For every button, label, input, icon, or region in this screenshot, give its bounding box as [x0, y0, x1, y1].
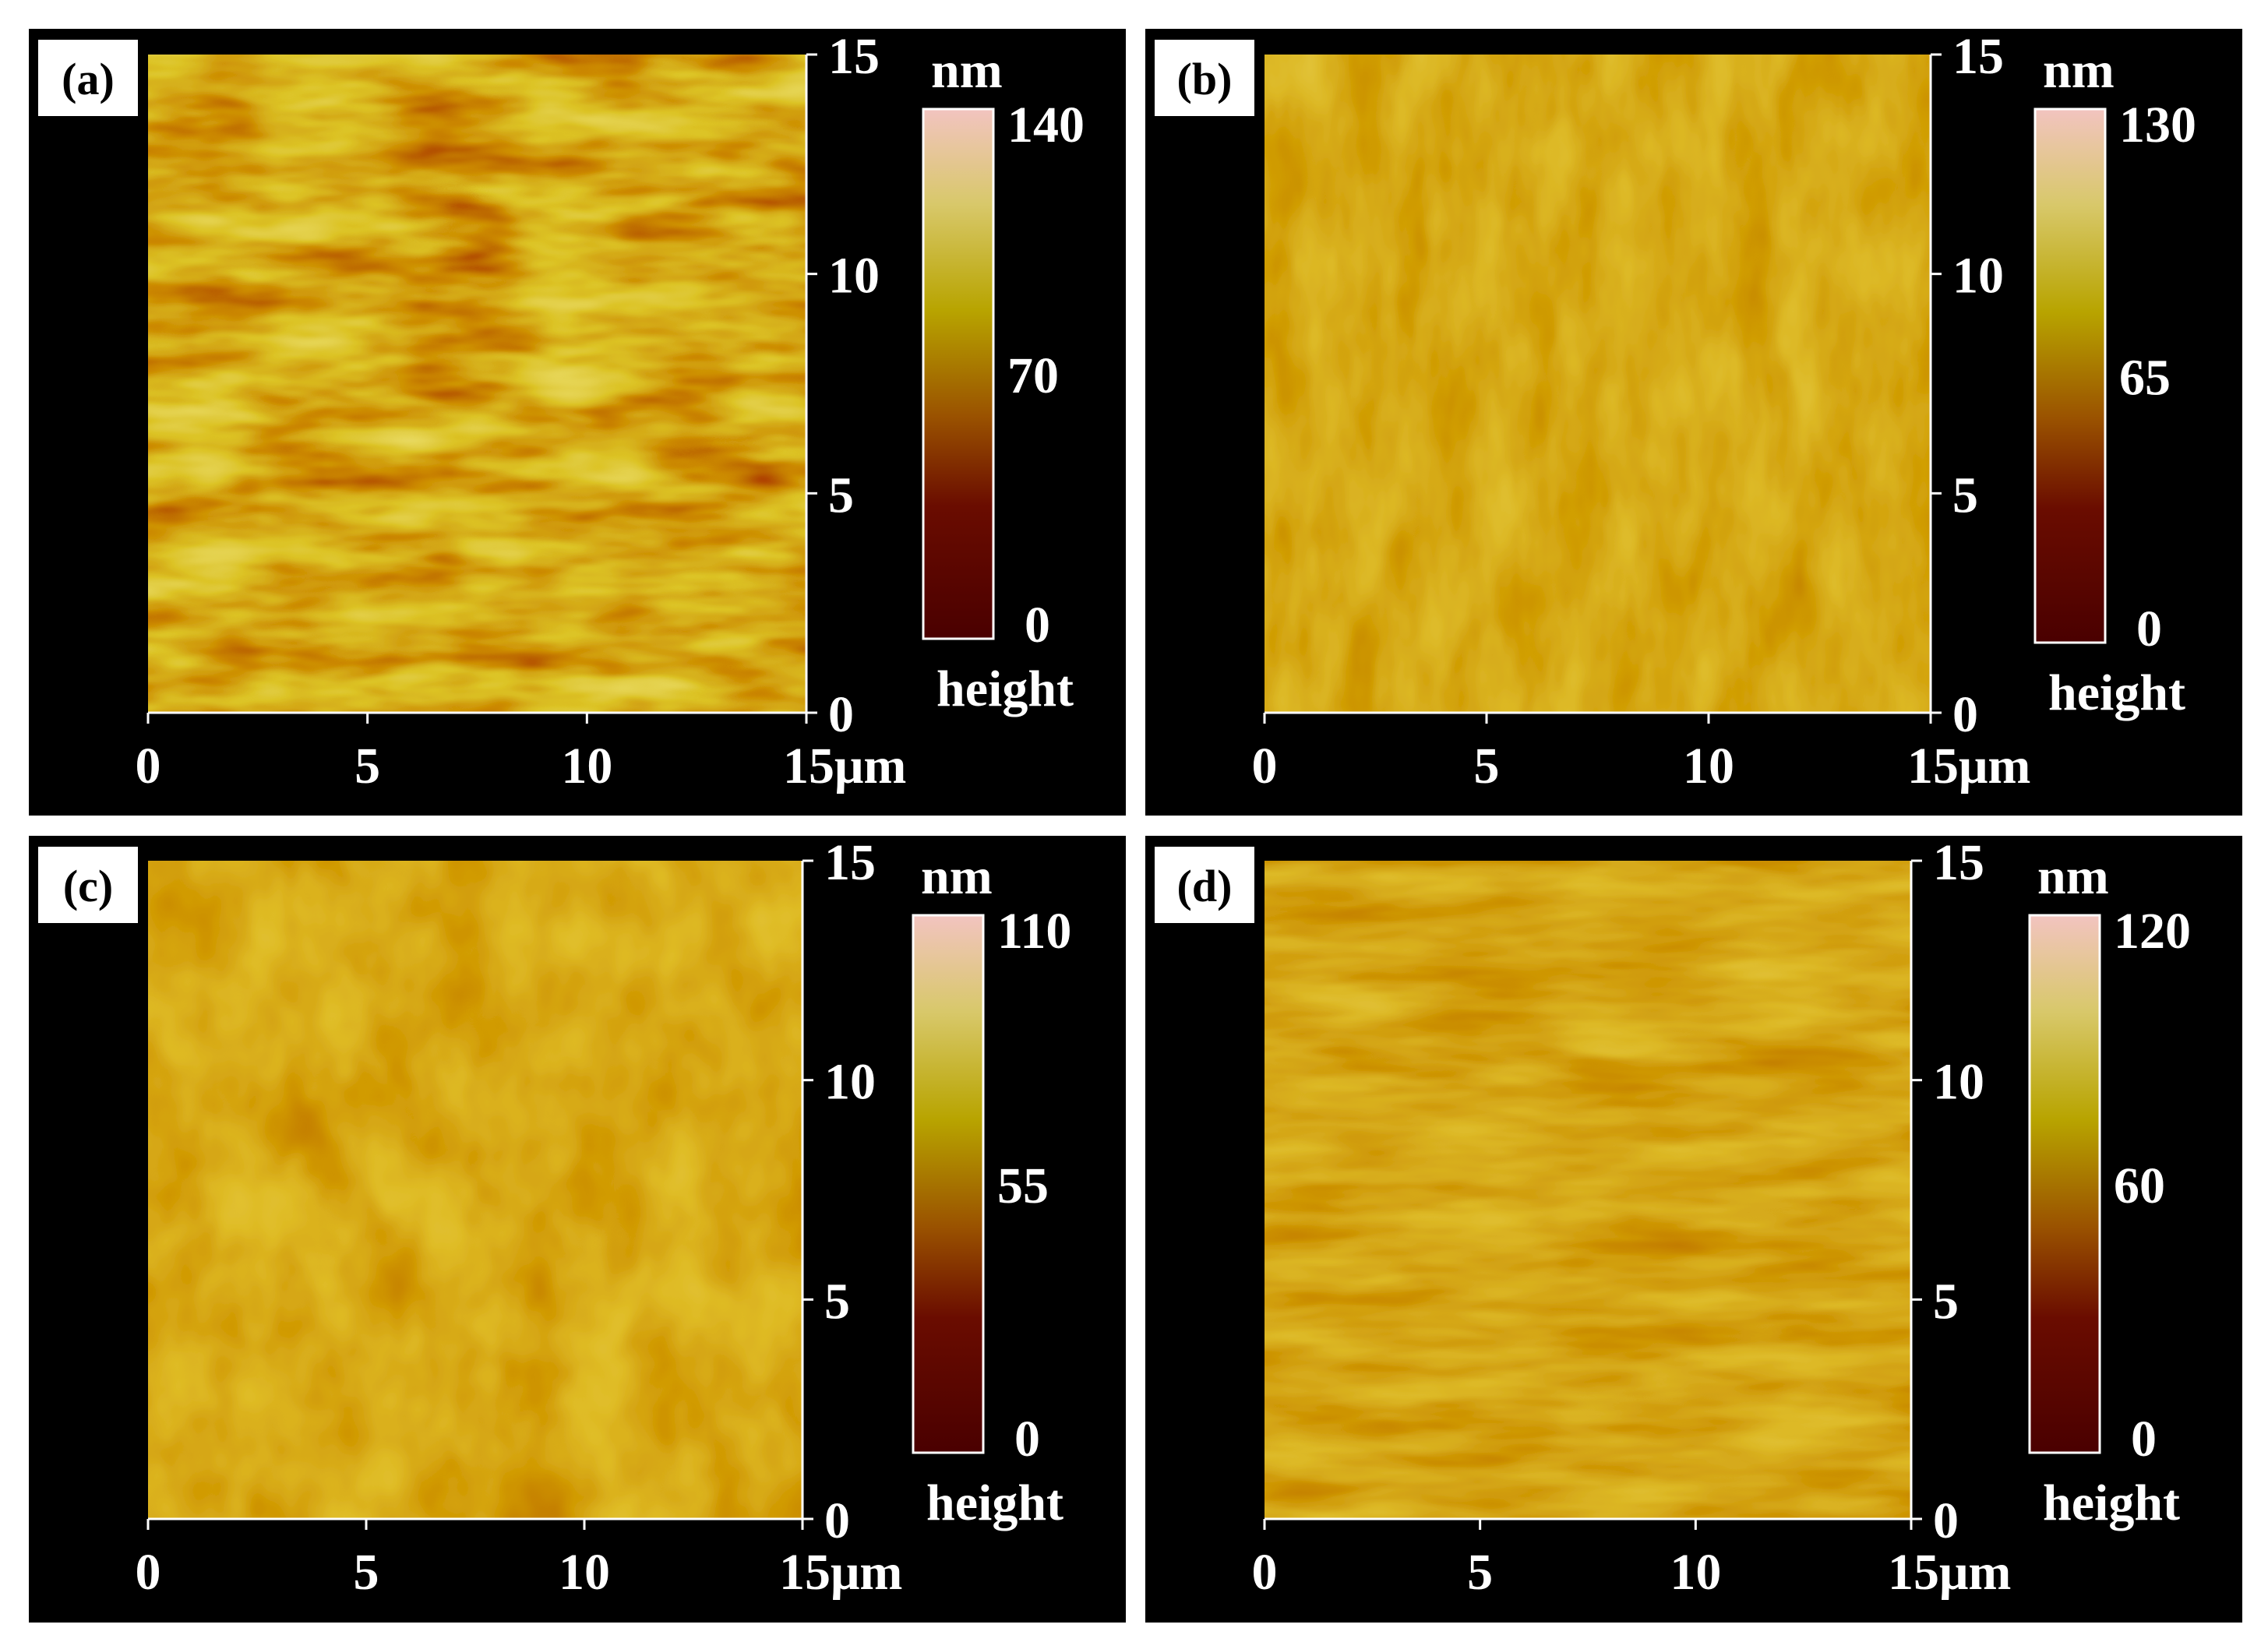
y-tick-label: 15	[1933, 834, 1984, 891]
y-tick-label: 10	[828, 248, 880, 305]
x-tick-label: 10	[561, 738, 612, 795]
colorbar-max: 140	[1007, 97, 1085, 153]
x-tick-label: 5	[1467, 1544, 1493, 1601]
y-tick-label: 0	[824, 1492, 850, 1549]
panel-label-text: (d)	[1177, 861, 1233, 911]
y-axis: 15 10 5 0	[801, 834, 876, 1549]
y-tick-label: 5	[1933, 1273, 1959, 1330]
colorbar-caption: height	[2043, 1475, 2180, 1531]
panel-label: (b)	[1155, 40, 1254, 116]
colorbar-min: 0	[2131, 1411, 2157, 1468]
colorbar-gradient	[2028, 914, 2101, 1454]
colorbar-unit: nm	[921, 848, 993, 905]
x-tick-label: 10	[559, 1544, 610, 1601]
colorbar-unit: nm	[2043, 42, 2115, 99]
y-tick-label: 10	[1933, 1054, 1984, 1111]
colorbar-mid: 70	[1007, 347, 1059, 404]
panel-label-text: (b)	[1177, 54, 1233, 104]
afm-height-image	[1265, 861, 1911, 1519]
colorbar-gradient	[2033, 107, 2107, 644]
panel-label: (a)	[38, 40, 138, 116]
x-tick-label: 15μm	[779, 1544, 902, 1601]
panel-label-text: (a)	[62, 54, 115, 104]
x-tick-label: 0	[1252, 1544, 1278, 1601]
x-tick-label: 15μm	[783, 738, 906, 795]
panel-label: (c)	[38, 847, 138, 923]
y-tick-label: 0	[1952, 686, 1978, 743]
colorbar-min: 0	[2136, 601, 2162, 657]
x-tick-label: 10	[1670, 1544, 1721, 1601]
y-tick-label: 0	[1933, 1492, 1959, 1549]
x-tick-label: 0	[136, 1544, 161, 1601]
colorbar-caption: height	[2048, 664, 2185, 721]
y-tick-label: 5	[1952, 467, 1978, 523]
colorbar-caption: height	[936, 661, 1074, 717]
y-tick-label: 15	[824, 834, 876, 891]
colorbar-max: 130	[2119, 97, 2196, 153]
colorbar-unit: nm	[2037, 848, 2109, 905]
afm-height-image	[148, 861, 802, 1519]
colorbar-mid: 60	[2114, 1158, 2165, 1214]
x-tick-label: 10	[1683, 738, 1734, 795]
colorbar-unit: nm	[931, 42, 1003, 99]
y-tick-label: 0	[828, 686, 854, 743]
panel-label-text: (c)	[63, 861, 113, 911]
x-tick-label: 5	[354, 738, 380, 795]
x-axis: 0 5 10 15μm	[136, 1517, 902, 1601]
x-tick-label: 5	[1474, 738, 1500, 795]
y-axis: 15 10 5 0	[805, 28, 880, 743]
y-tick-label: 10	[824, 1054, 876, 1111]
x-tick-label: 15μm	[1907, 738, 2030, 795]
x-axis: 0 5 10 15μm	[1252, 711, 2030, 795]
x-tick-label: 5	[354, 1544, 379, 1601]
colorbar-caption: height	[926, 1475, 1063, 1531]
y-tick-label: 5	[824, 1273, 850, 1330]
colorbar-mid: 65	[2119, 350, 2171, 407]
x-axis: 0 5 10 15μm	[1252, 1517, 2011, 1601]
colorbar-gradient	[922, 107, 995, 640]
y-tick-label: 10	[1952, 248, 2004, 305]
afm-height-image	[148, 55, 806, 713]
y-axis: 15 10 5 0	[1910, 834, 1984, 1549]
x-tick-label: 0	[136, 738, 161, 795]
panel-label: (d)	[1155, 847, 1254, 923]
y-axis: 15 10 5 0	[1929, 28, 2004, 743]
colorbar-min: 0	[1025, 597, 1050, 654]
x-tick-label: 15μm	[1888, 1544, 2011, 1601]
afm-height-image	[1265, 55, 1931, 713]
y-tick-label: 15	[828, 28, 880, 85]
colorbar-max: 110	[997, 903, 1071, 960]
y-tick-label: 15	[1952, 28, 2004, 85]
colorbar-gradient	[912, 914, 985, 1454]
y-tick-label: 5	[828, 467, 854, 523]
x-tick-label: 0	[1252, 738, 1278, 795]
x-axis: 0 5 10 15μm	[136, 711, 906, 795]
colorbar-max: 120	[2114, 903, 2191, 960]
colorbar-mid: 55	[997, 1158, 1049, 1214]
colorbar-min: 0	[1014, 1411, 1040, 1468]
